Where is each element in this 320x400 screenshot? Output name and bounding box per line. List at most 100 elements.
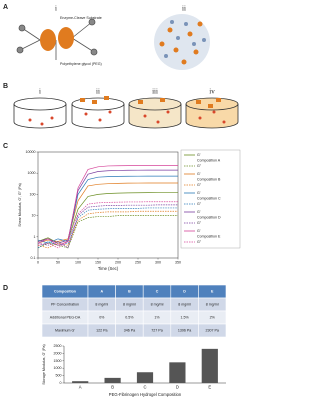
legend-group: Composition A (197, 158, 221, 162)
annotation: Enzyme-Cleave Substrate (60, 16, 102, 20)
table-header: E (211, 289, 214, 293)
x-tick-label: A (79, 385, 82, 390)
table-text: 8 mg/ml (206, 302, 219, 306)
legend-group: Composition E (197, 234, 221, 238)
data-line (37, 201, 178, 249)
legend-label: G' (197, 210, 201, 214)
table-text: 346 Pa (124, 328, 135, 332)
x-tick-label: E (208, 385, 211, 390)
legend-label: G'' (197, 221, 201, 225)
table-cell (198, 323, 227, 338)
bar (136, 372, 154, 383)
table-text: 1% (154, 315, 160, 319)
data-line (37, 207, 178, 249)
network-illustration (154, 14, 210, 70)
gel-illustrations (80, 96, 221, 108)
y-axis-label: Storage Modulus, G' (Pa) (42, 344, 46, 384)
x-axis-label: PEG-Fibrinogen Hydrogel Composition (109, 392, 182, 397)
table-text: Additional PEG-DA (50, 315, 81, 319)
legend-group: Composition D (197, 215, 221, 219)
panel-label: B (3, 83, 8, 90)
table-text: Maximum G' (55, 328, 75, 332)
legend-label: G'' (197, 202, 201, 206)
figure: A i ii Enzyme-Cleave Substrate Polyethyl… (3, 4, 241, 397)
panel-label: C (3, 143, 8, 150)
panel-label: A (3, 4, 8, 11)
legend-frame (180, 149, 241, 249)
molecule-illustration (16, 18, 98, 60)
table-text: 8 mg/ml (95, 302, 108, 306)
legend-label: G' (197, 153, 201, 157)
sub-label: i (39, 88, 41, 96)
data-line (37, 182, 178, 244)
y-tick-label: 2000 (54, 351, 62, 355)
y-tick-label: 100 (30, 192, 36, 196)
sub-label: iii (152, 88, 158, 96)
sub-label: iv (209, 88, 215, 96)
cell-illustrations (28, 110, 226, 126)
x-tick-label: D (176, 385, 179, 390)
legend-group: Composition B (197, 177, 221, 181)
x-tick-label: 250 (135, 260, 141, 264)
table-text: PF Concentration (51, 302, 79, 306)
data-line (37, 169, 178, 244)
x-tick-label: B (111, 385, 114, 390)
table-text: 727 Pa (151, 328, 162, 332)
y-tick-label: 1 (34, 235, 36, 239)
y-tick-label: 0.1 (31, 256, 36, 260)
y-tick-label: 1000 (28, 171, 36, 175)
table-text: 0% (99, 315, 105, 319)
x-tick-label: 50 (56, 260, 60, 264)
y-tick-label: 1000 (54, 366, 62, 370)
data-line (37, 175, 178, 244)
data-line (37, 192, 178, 244)
table-text: 1396 Pa (178, 328, 191, 332)
x-axis-label: Time (Sec) (98, 266, 119, 271)
y-tick-label: 10000 (26, 150, 36, 154)
bar (72, 381, 89, 383)
dish-illustrations (13, 97, 239, 129)
table-text: 8 mg/ml (178, 302, 191, 306)
legend-label: G' (197, 191, 201, 195)
legend-label: G' (197, 229, 201, 233)
legend-label: G' (197, 172, 201, 176)
x-tick-label: 150 (95, 260, 101, 264)
table-text: 0.5% (125, 315, 134, 319)
bar (169, 362, 186, 383)
y-tick-label: 2500 (54, 344, 62, 348)
plot-frame (37, 151, 179, 259)
sub-label: ii (96, 88, 100, 96)
table-text: 2% (210, 315, 216, 319)
panel-label: D (3, 285, 8, 292)
table-header: Composition (54, 289, 76, 293)
sub-label: i (55, 5, 57, 13)
y-axis-label: Shear Modulus, G', G'' (Pa) (18, 183, 22, 227)
annotation: Polyethylene glycol (PEG) (60, 62, 102, 66)
table: Composition A B C D E PF Concentration 8 mg/ml 8… (41, 284, 227, 338)
legend-label: G'' (197, 164, 201, 168)
table-header: C (156, 289, 159, 293)
legend-label: G'' (197, 183, 201, 187)
table-header: B (128, 289, 131, 293)
y-tick-label: 1500 (54, 359, 62, 363)
x-tick-label: C (143, 385, 146, 390)
table-text: 1.5% (180, 315, 189, 319)
table-text: 122 Pa (96, 328, 107, 332)
y-tick-label: 0 (60, 381, 62, 385)
x-tick-label: 300 (155, 260, 161, 264)
table-header: A (100, 289, 103, 293)
data-line (37, 165, 178, 246)
table-text: 2307 Pa (206, 328, 219, 332)
table-text: 8 mg/ml (151, 302, 164, 306)
y-tick-label: 10 (32, 214, 36, 218)
data-line (37, 210, 178, 249)
x-tick-label: 100 (75, 260, 81, 264)
data-line (37, 204, 178, 249)
x-tick-label: 350 (175, 260, 181, 264)
x-tick-label: 0 (37, 260, 39, 264)
data-line (37, 215, 178, 249)
legend-label: G'' (197, 240, 201, 244)
sub-label: ii (182, 5, 186, 13)
bar (104, 377, 121, 383)
table-text: 8 mg/ml (123, 302, 136, 306)
